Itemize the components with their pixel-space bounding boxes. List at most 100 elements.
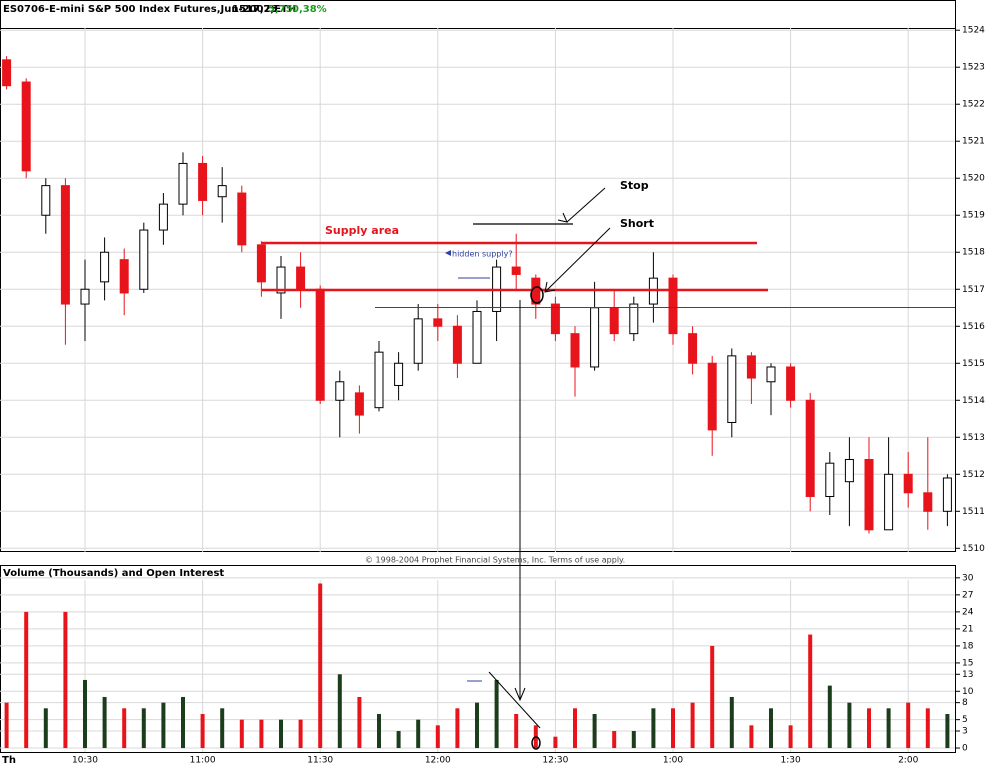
y-tick-label: 1516 (962, 322, 985, 332)
last-price: 1517,25 (232, 4, 278, 15)
y-tick-label: 27 (962, 590, 973, 600)
candle-body (21, 81, 31, 172)
volume-bar (141, 708, 146, 749)
volume-bar (396, 731, 401, 749)
candle-body (923, 492, 933, 512)
volume-bar (867, 708, 871, 749)
candle-body (707, 362, 717, 431)
y-tick-label: 1521 (962, 137, 985, 147)
short-arrow-head (544, 281, 556, 293)
volume-trend (488, 671, 541, 729)
volume-bar (239, 719, 244, 749)
candle-body (100, 251, 110, 283)
candle-body (766, 366, 776, 383)
x-tick-label: 1:00 (663, 756, 683, 766)
volume-circle (531, 736, 541, 750)
candle-body (217, 185, 227, 198)
candle-body (903, 473, 913, 494)
y-tick-label: 10 (962, 687, 974, 697)
candle-body (2, 59, 12, 87)
y-tick-label: 13 (962, 670, 973, 680)
volume-bar (906, 702, 911, 749)
volume-bar (710, 645, 715, 749)
volume-bar (827, 685, 832, 749)
volume-bar (651, 708, 656, 749)
candle-body (786, 366, 796, 401)
x-tick-label: 10:30 (72, 756, 98, 766)
candle-body (805, 399, 815, 497)
volume-bar (279, 719, 283, 749)
y-tick-label: 24 (962, 607, 974, 617)
volume-bar (181, 696, 185, 749)
volume-bar (553, 736, 558, 749)
x-tick-label: 2:00 (898, 756, 918, 766)
volume-bar (671, 708, 675, 749)
volume-bar (847, 702, 852, 749)
candle-body (198, 162, 208, 201)
y-tick-label: 18 (962, 641, 974, 651)
candle-body (550, 303, 560, 335)
day-label: Th (2, 755, 16, 766)
candle-body (158, 203, 168, 231)
price-panel (0, 0, 956, 552)
volume-bar (63, 611, 68, 749)
volume-bar (83, 679, 87, 749)
y-tick-label: 1512 (962, 470, 985, 480)
candle-body (727, 355, 737, 423)
volume-bar (690, 702, 695, 749)
volume-bar (749, 725, 754, 749)
candle-body (864, 458, 874, 531)
x-tick-label: 1:30 (780, 756, 800, 766)
candle-body (844, 458, 854, 483)
volume-bar (514, 713, 519, 749)
candle-body (511, 266, 521, 275)
y-tick-label: 1514 (962, 396, 985, 406)
volume-bar (220, 708, 225, 749)
x-tick-label: 12:30 (542, 756, 568, 766)
candle-body (41, 185, 51, 216)
volume-bar (808, 634, 813, 749)
y-tick-label: 1510 (962, 544, 985, 554)
candle-body (256, 244, 266, 283)
y-tick-label: 1519 (962, 211, 985, 221)
volume-bar (298, 719, 303, 749)
volume-bar (631, 731, 636, 749)
candle-body (629, 303, 639, 335)
y-tick-label: 21 (962, 624, 973, 634)
candle-body (668, 277, 678, 335)
x-tick-label: 11:30 (307, 756, 333, 766)
y-tick-label: 15 (962, 658, 973, 668)
volume-bar (612, 731, 617, 749)
change-pct: 0,38% (292, 4, 327, 15)
candle-body (335, 381, 345, 401)
supply-label: Supply area (325, 224, 399, 237)
marks (2, 56, 952, 749)
volume-bar (161, 702, 166, 749)
x-tick-label: 11:00 (190, 756, 216, 766)
candle-body (884, 473, 894, 531)
candle-body (394, 362, 404, 386)
volume-bar (43, 708, 48, 749)
volume-bar (377, 713, 381, 749)
volume-bar (435, 725, 440, 749)
volume-bar (494, 679, 499, 749)
candle-body (60, 185, 70, 305)
volume-bar (573, 708, 577, 749)
candle-body (237, 192, 247, 246)
short-arrow (544, 227, 611, 293)
volume-panel (0, 565, 956, 753)
candle-body (433, 318, 443, 327)
link-arrow-head (514, 687, 526, 702)
y-tick-label: 0 (962, 744, 968, 754)
volume-bar (122, 708, 127, 749)
volume-bar (318, 583, 323, 749)
candle-body (746, 355, 756, 379)
volume-bar (945, 713, 950, 749)
candle-body (139, 229, 149, 290)
volume-bar (416, 719, 421, 749)
volume-title: Volume (Thousands) and Open Interest (3, 568, 224, 579)
copyright: © 1998-2004 Prophet Financial Systems, I… (365, 556, 625, 565)
y-tick-label: 1511 (962, 507, 985, 517)
candle-body (825, 462, 835, 497)
